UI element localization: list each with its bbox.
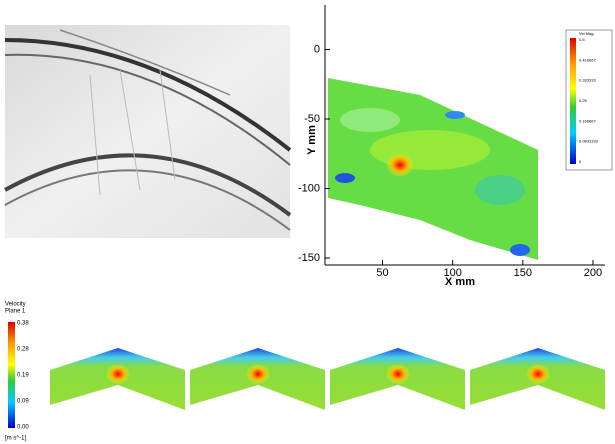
x-tick-label: 150 bbox=[514, 267, 532, 279]
cfd-panels bbox=[50, 348, 605, 410]
legend-label: 0.166667 bbox=[579, 118, 596, 123]
hot-spot bbox=[386, 364, 410, 384]
legend-unit: [m s^-1] bbox=[5, 436, 26, 442]
colorbar bbox=[570, 38, 576, 164]
legend-title: Velocity bbox=[5, 302, 26, 308]
y-tick-label: -100 bbox=[298, 182, 320, 194]
legend-label: Vel Mag bbox=[579, 31, 593, 36]
legend-label: 0.0833333 bbox=[579, 139, 599, 144]
legend-tick: 0.19 bbox=[17, 373, 29, 379]
x-tick-label: 50 bbox=[376, 267, 388, 279]
legend-label: 0.25 bbox=[579, 98, 588, 103]
y-tick-label: -150 bbox=[298, 252, 320, 264]
figure: Y mm X mm Velocity Plane 1 [m s^-1] 5010… bbox=[0, 0, 615, 444]
legend-label: 0.416667 bbox=[579, 57, 596, 62]
colorbar bbox=[8, 322, 15, 428]
x-tick-label: 200 bbox=[584, 267, 602, 279]
hot-spot bbox=[106, 364, 130, 384]
legend-subtitle: Plane 1 bbox=[5, 309, 26, 315]
y-tick-label: 0 bbox=[314, 43, 320, 55]
hot-spot bbox=[526, 364, 550, 384]
hot-spot bbox=[246, 364, 270, 384]
legend-tick: 0.09 bbox=[17, 399, 29, 405]
legend-label: 0.333333 bbox=[579, 78, 596, 83]
legend-tick: 0.38 bbox=[17, 321, 29, 327]
y-axis-label: Y mm bbox=[306, 125, 318, 155]
x-tick-label: 100 bbox=[443, 267, 461, 279]
velocity-field bbox=[328, 78, 538, 260]
y-tick-label: -50 bbox=[304, 113, 320, 125]
photo-panel bbox=[5, 25, 290, 238]
legend-tick: 0.28 bbox=[17, 347, 29, 353]
legend-tick: 0.00 bbox=[17, 425, 29, 431]
legend-label: 0.5 bbox=[579, 37, 585, 42]
